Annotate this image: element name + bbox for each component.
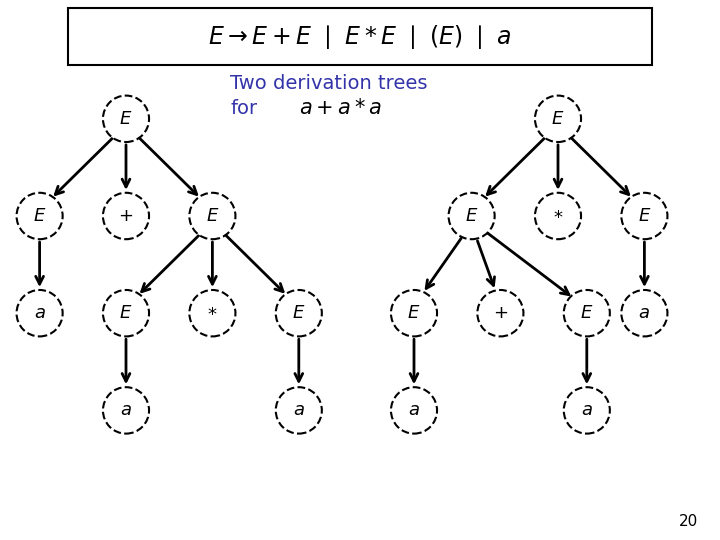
Text: $*$: $*$: [553, 207, 563, 225]
Text: $E$: $E$: [292, 304, 305, 322]
Ellipse shape: [189, 193, 235, 239]
Ellipse shape: [276, 387, 322, 434]
Ellipse shape: [103, 290, 149, 336]
Ellipse shape: [276, 290, 322, 336]
Ellipse shape: [17, 193, 63, 239]
Text: $E$: $E$: [120, 304, 132, 322]
Text: $a$: $a$: [293, 401, 305, 420]
Text: $E$: $E$: [206, 207, 219, 225]
Ellipse shape: [621, 290, 667, 336]
FancyBboxPatch shape: [68, 8, 652, 65]
Text: Two derivation trees: Two derivation trees: [230, 74, 428, 93]
Ellipse shape: [535, 193, 581, 239]
Text: $a$: $a$: [408, 401, 420, 420]
Ellipse shape: [103, 193, 149, 239]
Text: 20: 20: [679, 514, 698, 529]
Text: $E$: $E$: [408, 304, 420, 322]
Text: $a$: $a$: [639, 304, 650, 322]
Text: $a+a*a$: $a+a*a$: [299, 98, 382, 118]
Ellipse shape: [103, 96, 149, 142]
Text: $E$: $E$: [465, 207, 478, 225]
Ellipse shape: [391, 290, 437, 336]
Text: $E$: $E$: [638, 207, 651, 225]
Text: $E$: $E$: [552, 110, 564, 128]
Text: $a$: $a$: [34, 304, 45, 322]
Ellipse shape: [449, 193, 495, 239]
Ellipse shape: [477, 290, 523, 336]
Text: $E$: $E$: [580, 304, 593, 322]
Text: $+$: $+$: [492, 304, 508, 322]
Ellipse shape: [621, 193, 667, 239]
Ellipse shape: [564, 290, 610, 336]
Text: $a$: $a$: [581, 401, 593, 420]
Ellipse shape: [189, 290, 235, 336]
Ellipse shape: [564, 387, 610, 434]
Ellipse shape: [535, 96, 581, 142]
Ellipse shape: [17, 290, 63, 336]
Text: $E$: $E$: [33, 207, 46, 225]
Text: for: for: [230, 98, 258, 118]
Text: $*$: $*$: [207, 304, 217, 322]
Text: $+$: $+$: [118, 207, 134, 225]
Text: $a$: $a$: [120, 401, 132, 420]
Text: $E \rightarrow E+E \;\mid\; E*E \;\mid\; (E) \;\mid\; a$: $E \rightarrow E+E \;\mid\; E*E \;\mid\;…: [208, 23, 512, 51]
Ellipse shape: [103, 387, 149, 434]
Ellipse shape: [391, 387, 437, 434]
Text: $E$: $E$: [120, 110, 132, 128]
